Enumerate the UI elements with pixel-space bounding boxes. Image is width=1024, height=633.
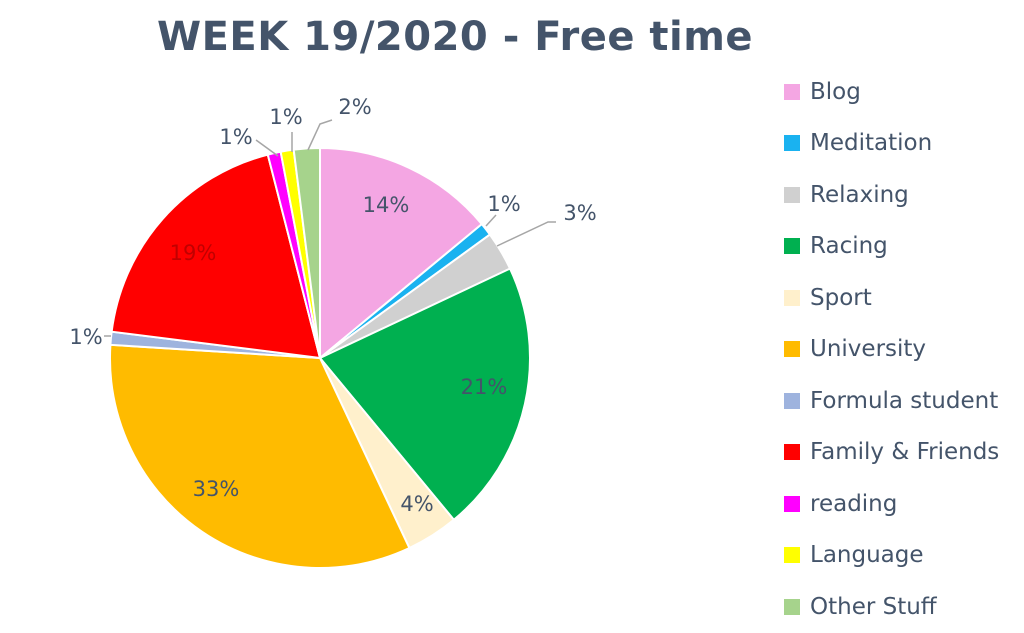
legend-item: Family & Friends — [784, 427, 1020, 479]
data-label: 19% — [170, 241, 217, 265]
legend-label: Family & Friends — [810, 439, 1000, 466]
legend-label: University — [810, 336, 927, 363]
legend-label: Blog — [810, 78, 861, 105]
legend-item: Language — [784, 530, 1020, 582]
legend-item: Relaxing — [784, 169, 1020, 221]
legend-label: Sport — [810, 284, 872, 311]
legend-item: Sport — [784, 272, 1020, 324]
legend-swatch — [784, 444, 800, 461]
legend-label: reading — [810, 490, 898, 517]
data-label: 21% — [461, 375, 508, 399]
chart-title: WEEK 19/2020 - Free time — [156, 14, 754, 60]
leader-line — [307, 119, 333, 151]
legend-swatch — [784, 289, 800, 306]
pie-chart: 14% 1% 3% 21% 4% 33% 1% 19% 1% 1% 2% — [69, 95, 597, 569]
data-label: 1% — [219, 125, 252, 149]
data-label: 1% — [69, 325, 102, 349]
legend-label: Meditation — [810, 130, 933, 157]
slice-family-friends — [110, 153, 322, 360]
slice-racing — [318, 267, 531, 522]
legend-swatch — [784, 341, 800, 358]
data-label: 1% — [269, 105, 302, 129]
leader-line — [485, 214, 497, 227]
legend-item: reading — [784, 478, 1020, 530]
data-label: 2% — [338, 95, 371, 119]
data-labels: 14% 1% 3% 21% 4% 33% 1% 19% 1% 1% 2% — [69, 95, 596, 516]
legend-swatch — [784, 598, 800, 615]
legend-swatch — [784, 135, 800, 152]
legend-swatch — [784, 547, 800, 564]
legend: Blog Meditation Relaxing Racing Sport Univers… — [784, 66, 1020, 633]
leader-line — [255, 139, 279, 157]
legend-item: Blog — [784, 66, 1020, 118]
legend-item: University — [784, 324, 1020, 376]
legend-label: Language — [810, 542, 924, 569]
legend-item: Formula student — [784, 375, 1020, 427]
legend-swatch — [784, 186, 800, 203]
legend-label: Relaxing — [810, 181, 909, 208]
legend-item: Racing — [784, 221, 1020, 273]
pie-slices — [109, 146, 531, 569]
legend-item: Meditation — [784, 118, 1020, 170]
legend-swatch — [784, 392, 800, 409]
leader-line — [496, 221, 556, 247]
legend-label: Formula student — [810, 387, 999, 414]
legend-label: Racing — [810, 233, 888, 260]
slice-blog — [319, 146, 484, 361]
data-label: 3% — [563, 201, 596, 225]
legend-item: Other Stuff — [784, 581, 1020, 633]
data-label: 4% — [400, 492, 433, 516]
leader-lines — [104, 119, 556, 337]
legend-swatch — [784, 83, 800, 100]
data-label: 33% — [193, 477, 240, 501]
slice-university — [109, 343, 411, 569]
data-label: 1% — [487, 192, 520, 216]
slice-other-stuff — [292, 146, 321, 359]
data-label: 14% — [363, 193, 410, 217]
legend-swatch — [784, 495, 800, 512]
legend-label: Other Stuff — [810, 593, 937, 620]
legend-swatch — [784, 238, 800, 255]
